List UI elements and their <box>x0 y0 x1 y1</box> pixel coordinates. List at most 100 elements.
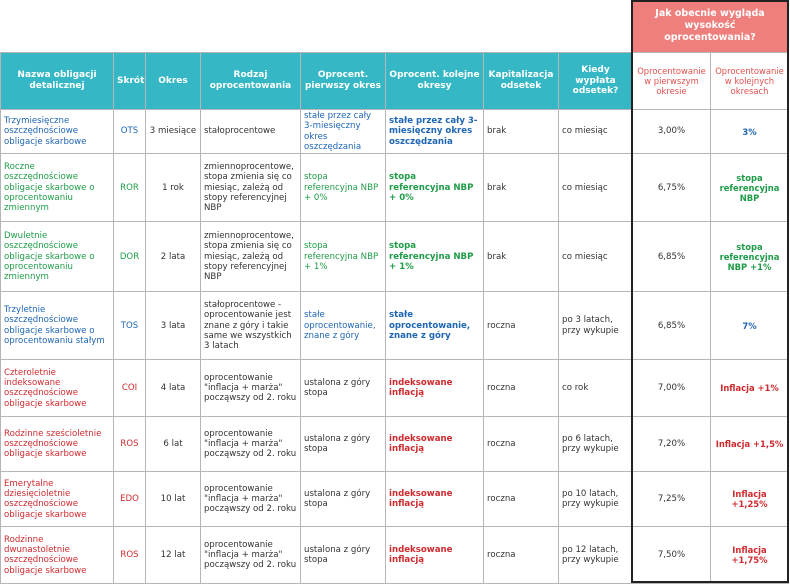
table-cell: 6,85% <box>632 221 711 293</box>
table-cell: stopa referencyjna NBP + 1% <box>300 221 386 293</box>
table-cell: oprocentowanie "inflacja + marża" począw… <box>200 471 301 528</box>
table-cell: stopa referencyjna NBP + 0% <box>300 153 386 223</box>
table-cell: roczna <box>483 526 559 584</box>
column-header: Oprocent. pierwszy okres <box>300 52 386 110</box>
table-cell: co miesiąc <box>558 108 633 155</box>
table-row: Trzyletnie oszczędnościowe obligacje ska… <box>0 291 789 361</box>
table-cell: stałoprocentowe <box>200 108 301 155</box>
table-cell: Inflacja +1,5% <box>710 416 789 473</box>
table-cell: 3% <box>710 108 789 155</box>
table-cell: 7,20% <box>632 416 711 473</box>
column-header: Rodzaj oprocentowania <box>200 52 301 110</box>
table-cell: Trzyletnie oszczędnościowe obligacje ska… <box>0 291 114 361</box>
table-cell: Inflacja +1,25% <box>710 471 789 528</box>
table-cell: oprocentowanie "inflacja + marża" począw… <box>200 416 301 473</box>
table-cell: co miesiąc <box>558 153 633 223</box>
table-cell: ustalona z góry stopa <box>300 359 386 418</box>
table-cell: EDO <box>113 471 146 528</box>
table-cell: indeksowane inflacją <box>385 471 484 528</box>
table-cell: 4 lata <box>145 359 201 418</box>
table-cell: po 10 latach, przy wykupie <box>558 471 633 528</box>
table-cell: co miesiąc <box>558 221 633 293</box>
table-row: Rodzinne dwunastoletnie oszczędnościowe … <box>0 526 789 584</box>
table-cell: 12 lat <box>145 526 201 584</box>
table-cell: DOR <box>113 221 146 293</box>
table-cell: roczna <box>483 416 559 473</box>
column-header: Nazwa obligacji detalicznej <box>0 52 114 110</box>
table-cell: ROS <box>113 526 146 584</box>
bonds-table: Nazwa obligacji detalicznej Skrót Okres Rod… <box>0 52 789 584</box>
table-row: Roczne oszczędnościowe obligacje skarbow… <box>0 153 789 223</box>
table-cell: stopa referencyjna NBP + 0% <box>385 153 484 223</box>
table-row: Czteroletnie indeksowane oszczędnościowe… <box>0 359 789 418</box>
table-cell: po 3 latach, przy wykupie <box>558 291 633 361</box>
column-header: Kapitalizacja odsetek <box>483 52 559 110</box>
table-cell: 7,50% <box>632 526 711 584</box>
table-cell: zmiennoprocentowe, stopa zmienia się co … <box>200 153 301 223</box>
table-cell: Inflacja +1,75% <box>710 526 789 584</box>
table-cell: ustalona z góry stopa <box>300 526 386 584</box>
table-cell: stałe przez cały 3-miesięczny okres oszc… <box>300 108 386 155</box>
table-cell: roczna <box>483 471 559 528</box>
table-cell: stopa referencyjna NBP + 1% <box>385 221 484 293</box>
table-cell: OTS <box>113 108 146 155</box>
table-cell: COI <box>113 359 146 418</box>
table-cell: stałe przez cały 3-miesięczny okres oszc… <box>385 108 484 155</box>
table-cell: 2 lata <box>145 221 201 293</box>
table-cell: Dwuletnie oszczędnościowe obligacje skar… <box>0 221 114 293</box>
header-row: Nazwa obligacji detalicznej Skrót Okres Rod… <box>0 52 789 110</box>
table-cell: roczna <box>483 291 559 361</box>
table-cell: oprocentowanie "inflacja + marża" począw… <box>200 526 301 584</box>
table-cell: indeksowane inflacją <box>385 526 484 584</box>
table-cell: Inflacja +1% <box>710 359 789 418</box>
table-cell: 7% <box>710 291 789 361</box>
table-cell: 6,85% <box>632 291 711 361</box>
table-cell: Rodzinne sześcioletnie oszczędnościowe o… <box>0 416 114 473</box>
table-cell: stałe oprocentowanie, znane z góry <box>385 291 484 361</box>
table-cell: 6,75% <box>632 153 711 223</box>
table-cell: brak <box>483 153 559 223</box>
table-cell: oprocentowanie "inflacja + marża" począw… <box>200 359 301 418</box>
table-cell: Emerytalne dziesięcioletnie oszczędności… <box>0 471 114 528</box>
table-cell: 3 lata <box>145 291 201 361</box>
table-cell: ustalona z góry stopa <box>300 471 386 528</box>
column-header: Kiedy wypłata odsetek? <box>558 52 633 110</box>
table-cell: indeksowane inflacją <box>385 416 484 473</box>
column-header: Oprocentowanie w pierwszym okresie <box>632 52 711 110</box>
table-row: Rodzinne sześcioletnie oszczędnościowe o… <box>0 416 789 473</box>
table-cell: po 6 latach, przy wykupie <box>558 416 633 473</box>
table-cell: Roczne oszczędnościowe obligacje skarbow… <box>0 153 114 223</box>
table-cell: TOS <box>113 291 146 361</box>
table-cell: co rok <box>558 359 633 418</box>
table-cell: stałe oprocentowanie, znane z góry <box>300 291 386 361</box>
table-cell: Trzymiesięczne oszczędnościowe obligacje… <box>0 108 114 155</box>
table-row: Dwuletnie oszczędnościowe obligacje skar… <box>0 221 789 293</box>
table-row: Trzymiesięczne oszczędnościowe obligacje… <box>0 108 789 155</box>
table-cell: stopa referencyjna NBP +1% <box>710 221 789 293</box>
table-cell: ustalona z góry stopa <box>300 416 386 473</box>
table-cell: brak <box>483 108 559 155</box>
table-cell: Czteroletnie indeksowane oszczędnościowe… <box>0 359 114 418</box>
table-cell: ROS <box>113 416 146 473</box>
table-cell: 10 lat <box>145 471 201 528</box>
table-row: Emerytalne dziesięcioletnie oszczędności… <box>0 471 789 528</box>
column-header: Oprocent. kolejne okresy <box>385 52 484 110</box>
table-cell: po 12 latach, przy wykupie <box>558 526 633 584</box>
column-header: Oprocentowanie w kolejnych okresach <box>710 52 789 110</box>
table-cell: Rodzinne dwunastoletnie oszczędnościowe … <box>0 526 114 584</box>
column-header: Okres <box>145 52 201 110</box>
table-cell: indeksowane inflacją <box>385 359 484 418</box>
table-cell: stopa referencyjna NBP <box>710 153 789 223</box>
table-cell: 3 miesiące <box>145 108 201 155</box>
table-cell: 7,00% <box>632 359 711 418</box>
table-cell: 7,25% <box>632 471 711 528</box>
table-cell: zmiennoprocentowe, stopa zmienia się co … <box>200 221 301 293</box>
column-header: Skrót <box>113 52 146 110</box>
table-body: Trzymiesięczne oszczędnościowe obligacje… <box>0 108 789 584</box>
top-note: Jak obecnie wygląda wysokość oprocentowa… <box>632 0 788 52</box>
table-cell: 3,00% <box>632 108 711 155</box>
table-cell: stałoprocentowe - oprocentowanie jest zn… <box>200 291 301 361</box>
table-cell: brak <box>483 221 559 293</box>
table-cell: roczna <box>483 359 559 418</box>
table-cell: 6 lat <box>145 416 201 473</box>
